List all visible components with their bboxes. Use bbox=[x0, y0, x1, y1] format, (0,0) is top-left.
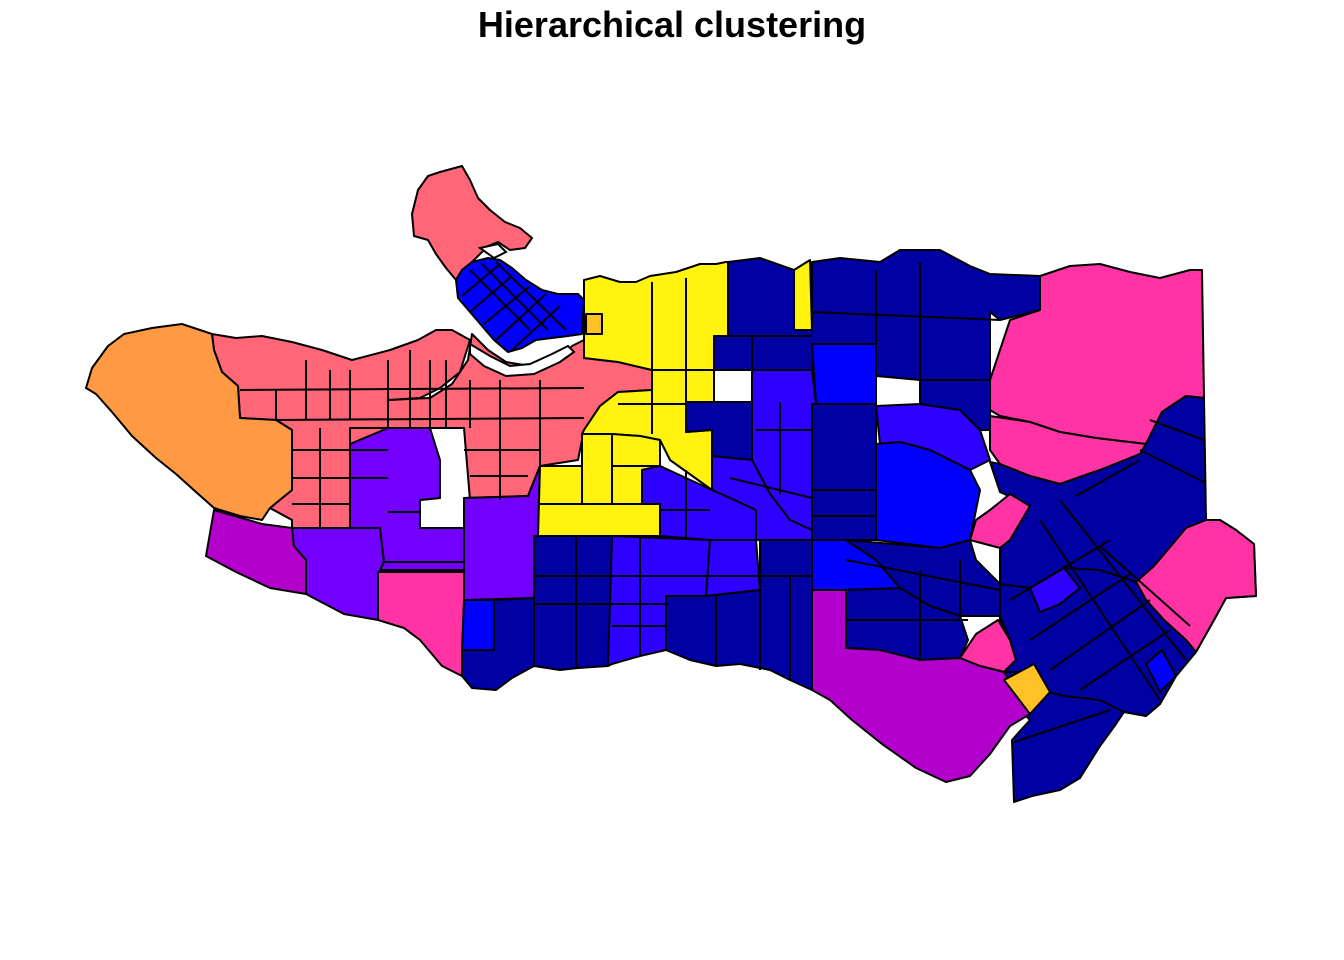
region-killarney-blue bbox=[1145, 649, 1177, 693]
map-title: Hierarchical clustering bbox=[477, 4, 867, 45]
region-champlain-amber bbox=[1003, 663, 1051, 715]
region-grandview-slice bbox=[793, 259, 813, 331]
region-marpole-west bbox=[461, 597, 535, 691]
region-collingwood-pink bbox=[969, 493, 1031, 549]
region-sunset-indigo-east bbox=[705, 539, 761, 597]
region-kerrisdale-south bbox=[377, 571, 465, 677]
region-oakridge-west bbox=[461, 599, 495, 651]
region-point-grey bbox=[85, 323, 293, 521]
false-creek-water bbox=[469, 342, 576, 378]
tract-boundaries bbox=[239, 261, 1205, 743]
region-false-creek-amber bbox=[585, 313, 603, 335]
region-renfrew bbox=[811, 403, 877, 541]
region-sunset-navy bbox=[665, 539, 813, 691]
region-collingwood-blue bbox=[875, 441, 981, 549]
region-champlain-pink bbox=[1135, 519, 1257, 653]
region-fraserview-magenta bbox=[811, 589, 1031, 783]
lost-lagoon-water bbox=[477, 242, 508, 260]
region-dunbar bbox=[291, 527, 385, 621]
region-cedar-cottage-blue bbox=[811, 343, 877, 405]
